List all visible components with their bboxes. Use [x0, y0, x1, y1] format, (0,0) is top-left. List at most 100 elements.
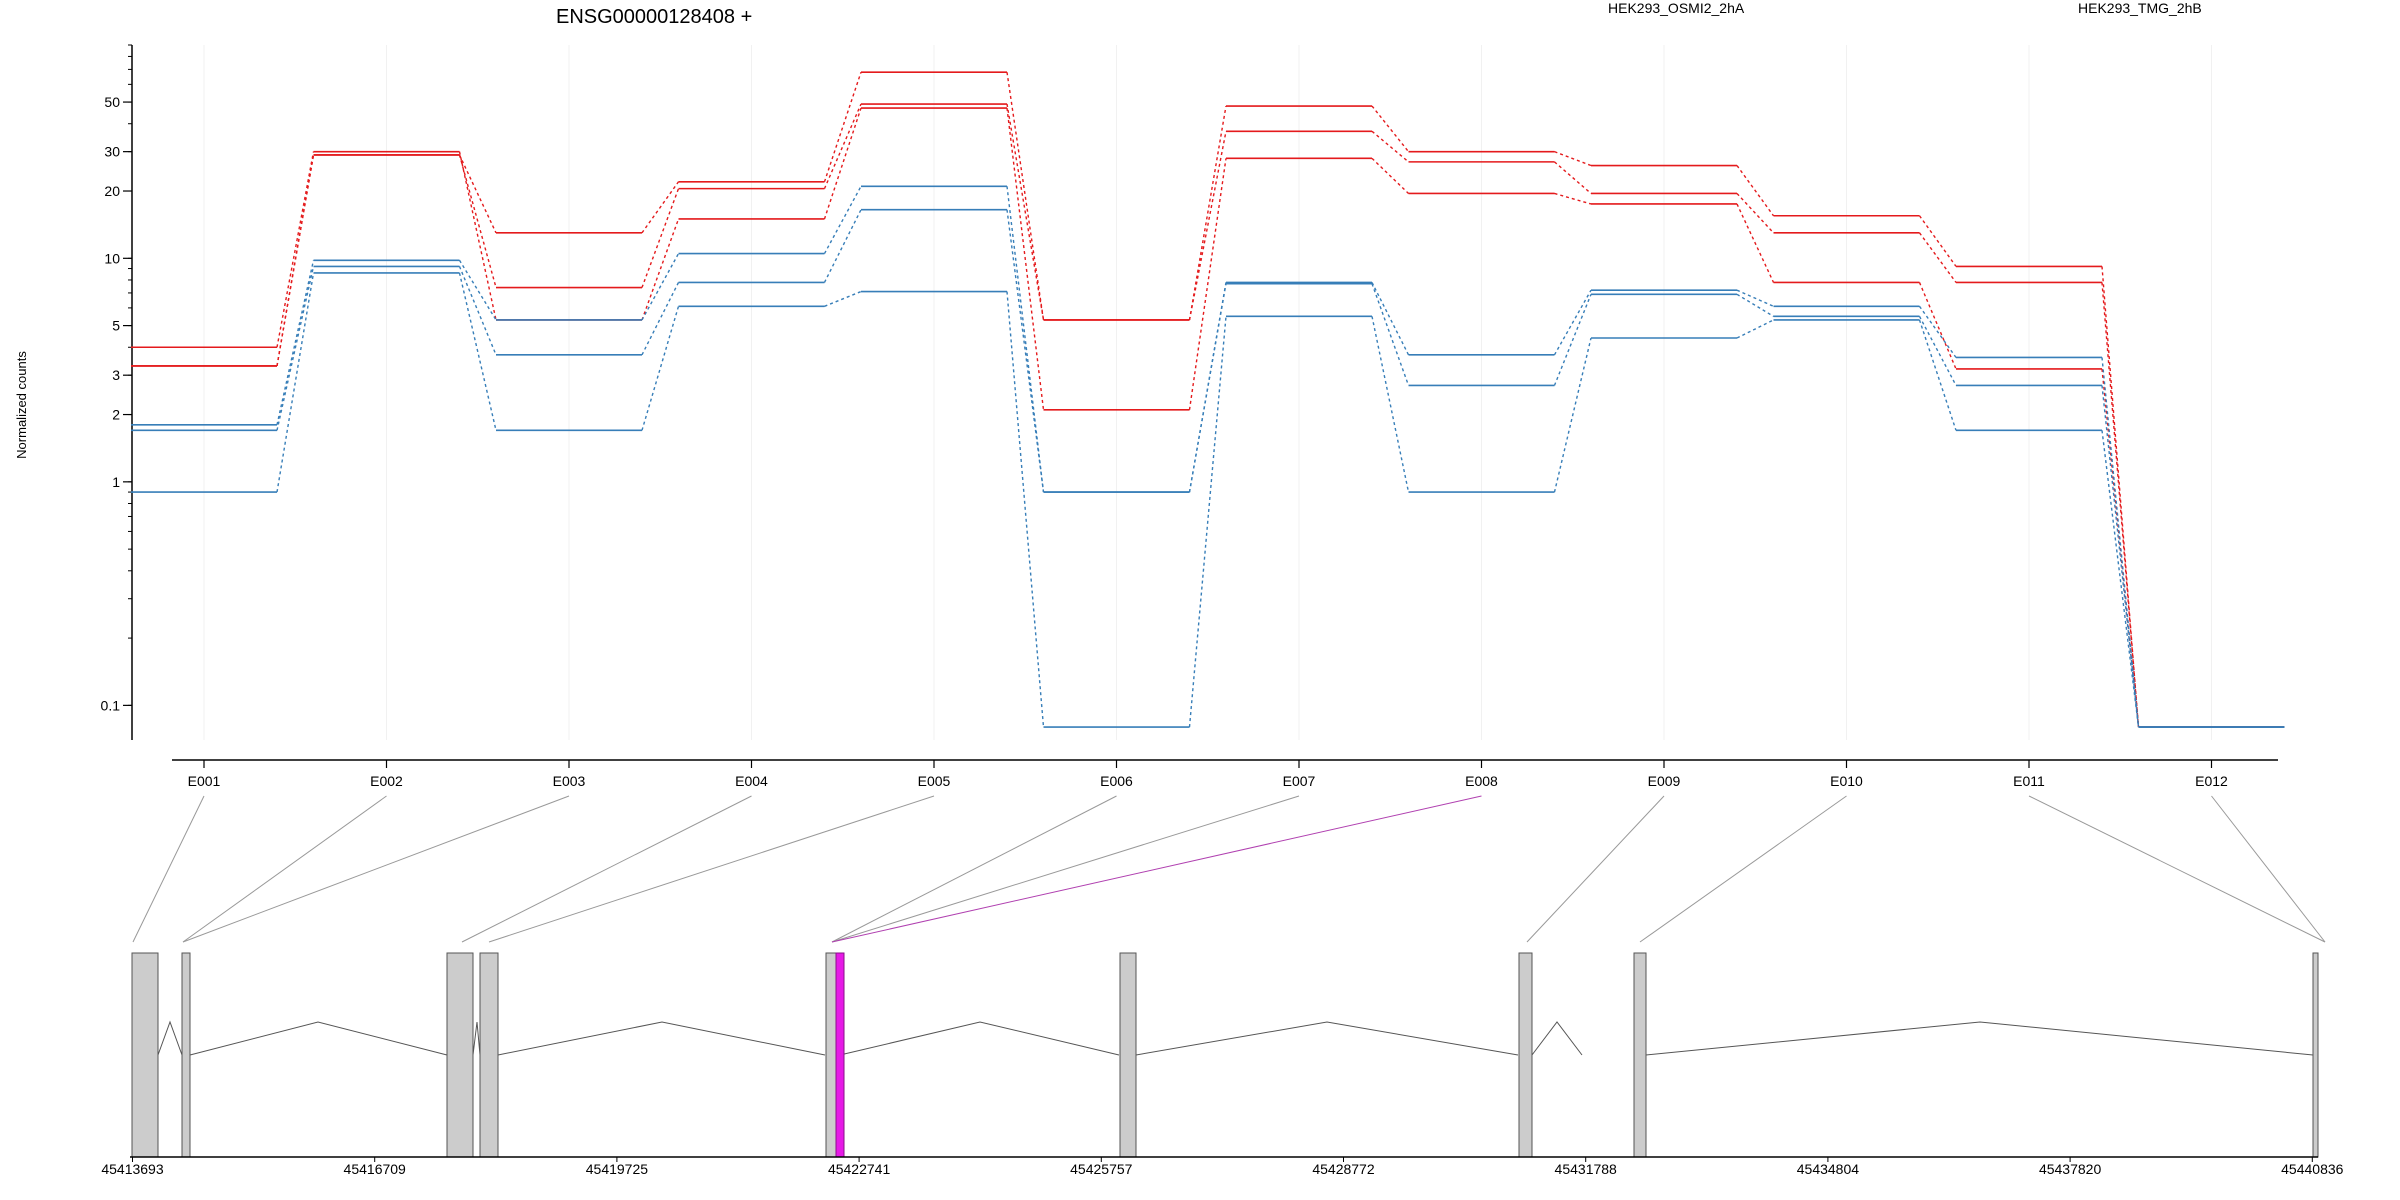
intron-line	[157, 1020, 183, 1056]
data-transition	[1553, 337, 1592, 493]
data-transition	[823, 103, 862, 189]
y-tick-label: 50	[104, 94, 120, 110]
data-transition	[1006, 72, 1045, 321]
intron-line	[1531, 1021, 1583, 1056]
data-transition	[1736, 203, 1775, 283]
coordinate-tick-label: 45428772	[1312, 1161, 1375, 1177]
connector-e011	[2028, 795, 2326, 943]
data-transition	[1006, 103, 1045, 321]
data-transition	[1736, 165, 1775, 217]
data-transition	[276, 154, 315, 367]
data-transition	[1554, 192, 1592, 205]
intron-line	[1135, 1021, 1519, 1056]
intron-line	[1645, 1021, 2314, 1056]
data-transition	[641, 181, 680, 234]
y-tick-label: 5	[112, 318, 120, 334]
series-blue-6	[131, 272, 2285, 728]
data-transition	[823, 71, 862, 182]
x-tick-label-e010: E010	[1830, 773, 1863, 789]
x-tick-label-e006: E006	[1100, 773, 1133, 789]
data-transition	[276, 272, 315, 493]
coordinate-tick-label: 45437820	[2039, 1161, 2102, 1177]
x-tick-label-e004: E004	[735, 773, 768, 789]
data-transition	[1736, 289, 1774, 307]
data-transition	[1371, 105, 1410, 153]
data-transition	[824, 290, 862, 307]
connector-e008	[831, 795, 1482, 943]
data-transition	[1006, 107, 1045, 410]
y-tick-label: 20	[104, 183, 120, 199]
data-transition	[823, 107, 862, 220]
data-transition	[2101, 430, 2140, 728]
exon-box	[2312, 952, 2319, 1158]
data-transition	[823, 209, 862, 283]
intron-line	[839, 1021, 1120, 1056]
exon-box	[825, 952, 837, 1158]
data-transition	[1918, 232, 1957, 283]
series-red-2	[131, 103, 2285, 728]
data-transition	[1188, 316, 1227, 728]
exon-box-highlighted	[835, 952, 845, 1158]
connector-e006	[831, 795, 1117, 943]
x-tick-label-e007: E007	[1283, 773, 1316, 789]
data-transition	[1371, 130, 1409, 163]
data-transition	[1188, 105, 1227, 321]
axes: 0.1 1 2 3 5 10 20 30 50 E001 E002 E003 E004 E005 E006 E…	[101, 44, 2278, 789]
data-transition	[276, 151, 315, 348]
y-tick-label: 3	[112, 367, 120, 383]
data-transition	[2101, 282, 2140, 728]
coordinate-tick-label: 45413693	[101, 1161, 164, 1177]
coordinate-tick-label: 45416709	[344, 1161, 407, 1177]
chart-title: ENSG00000128408 +	[556, 6, 752, 28]
exon-box	[131, 952, 159, 1158]
data-transition	[1553, 294, 1592, 386]
series-blue-4	[131, 185, 2285, 728]
connector-e001	[132, 795, 205, 943]
connector-e010	[1639, 795, 1847, 943]
y-tick-label: 2	[112, 407, 120, 423]
data-transition	[276, 260, 315, 425]
data-transition	[1736, 319, 1774, 339]
y-axis-label: Normalized counts	[14, 351, 29, 459]
data-transition	[641, 188, 680, 288]
x-tick-label-e001: E001	[188, 773, 221, 789]
coordinate-tick-label: 45440836	[2281, 1161, 2344, 1177]
connector-e009	[1526, 795, 1665, 943]
coordinate-tick-label: 45431788	[1555, 1161, 1618, 1177]
exon-box	[1518, 952, 1533, 1158]
data-transition	[641, 253, 680, 321]
data-transition	[641, 282, 680, 356]
data-transition	[1918, 282, 1957, 370]
data-transition	[1736, 192, 1775, 234]
intron-line	[497, 1021, 826, 1056]
data-transition	[276, 266, 315, 431]
coordinate-tick-label: 45434804	[1797, 1161, 1860, 1177]
data-transition	[458, 272, 497, 431]
data-transition	[1918, 316, 1957, 386]
data-transition	[823, 185, 862, 254]
coordinate-tick-label: 45425757	[1070, 1161, 1133, 1177]
data-transition	[458, 154, 497, 234]
x-tick-label-e012: E012	[2195, 773, 2228, 789]
exon-box	[479, 952, 499, 1158]
data-transition	[1188, 158, 1227, 410]
exon-box	[1119, 952, 1137, 1158]
y-tick-label: 30	[104, 144, 120, 160]
coordinate-tick-label: 45422741	[828, 1161, 891, 1177]
data-transition	[458, 266, 497, 356]
data-transition	[2101, 266, 2140, 728]
x-tick-label-e009: E009	[1648, 773, 1681, 789]
data-transition	[1006, 209, 1045, 493]
gene-model: 45413693 45416709 45419725 45422741 45425757…	[101, 952, 2344, 1177]
connector-e002	[182, 795, 387, 943]
series-lines	[131, 71, 2285, 728]
intron-line	[189, 1021, 448, 1056]
connector-e004	[461, 795, 752, 943]
data-transition	[1553, 289, 1592, 356]
data-transition	[641, 306, 680, 431]
data-transition	[1006, 186, 1045, 493]
exon-box	[181, 952, 191, 1158]
data-transition	[641, 218, 680, 321]
